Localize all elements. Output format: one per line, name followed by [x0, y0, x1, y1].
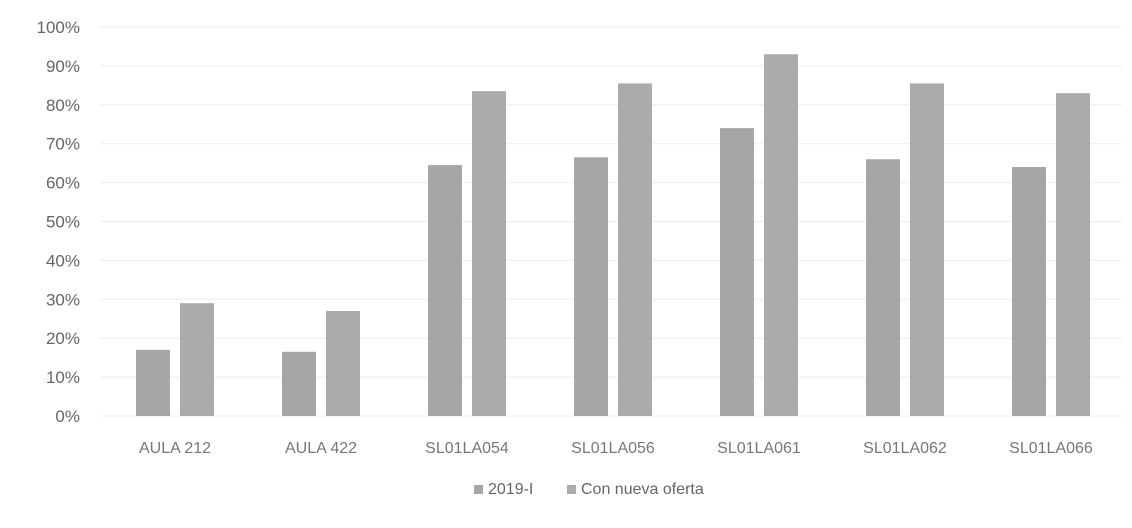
x-category-label: AULA 212 [139, 440, 211, 457]
bar-2019-i [866, 159, 900, 416]
bar-con-nueva-oferta [764, 54, 798, 416]
bar-2019-i [282, 351, 316, 416]
y-tick-label: 10% [46, 368, 80, 387]
bar-2019-i [1012, 167, 1046, 416]
legend: 2019-I Con nueva oferta [474, 481, 704, 498]
y-axis-ticks: 0% 10% 20% 30% 40% 50% 60% 70% 80% 90% 100% [37, 18, 80, 426]
bar-2019-i [720, 128, 754, 416]
bar-2019-i [574, 157, 608, 416]
bar-con-nueva-oferta [472, 91, 506, 416]
x-category-label: SL01LA061 [717, 440, 801, 457]
x-category-label: SL01LA062 [863, 440, 947, 457]
y-tick-label: 50% [46, 213, 80, 232]
x-category-label: SL01LA056 [571, 440, 655, 457]
bar-con-nueva-oferta [618, 83, 652, 416]
bar-con-nueva-oferta [910, 83, 944, 416]
y-tick-label: 100% [37, 18, 80, 37]
bar-con-nueva-oferta [1056, 93, 1090, 416]
bar-con-nueva-oferta [180, 303, 214, 416]
legend-swatch-2019-i [474, 485, 483, 494]
y-tick-label: 80% [46, 96, 80, 115]
y-tick-label: 70% [46, 135, 80, 154]
legend-label-con-nueva-oferta: Con nueva oferta [581, 481, 704, 498]
y-tick-label: 90% [46, 57, 80, 76]
y-tick-label: 40% [46, 251, 80, 270]
x-category-label: AULA 422 [285, 440, 357, 457]
bars [136, 54, 1090, 416]
y-tick-label: 20% [46, 329, 80, 348]
gridlines [100, 26, 1122, 417]
y-tick-label: 0% [55, 407, 80, 426]
bar-2019-i [428, 165, 462, 416]
x-category-label: SL01LA066 [1009, 440, 1093, 457]
y-tick-label: 60% [46, 174, 80, 193]
bar-2019-i [136, 349, 170, 416]
x-category-label: SL01LA054 [425, 440, 509, 457]
legend-label-2019-i: 2019-I [488, 481, 533, 498]
y-tick-label: 30% [46, 290, 80, 309]
x-axis-labels: AULA 212 AULA 422 SL01LA054 SL01LA056 SL01LA… [139, 440, 1093, 457]
bar-con-nueva-oferta [326, 310, 360, 416]
legend-swatch-con-nueva-oferta [567, 485, 576, 494]
